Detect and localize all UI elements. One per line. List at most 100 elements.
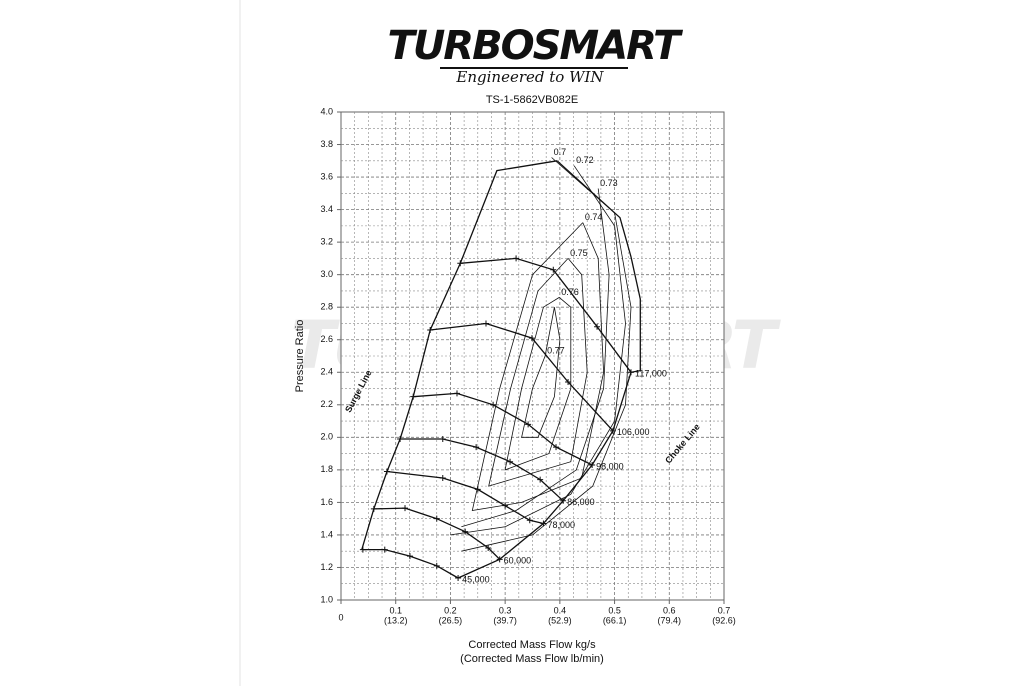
speed-point xyxy=(627,369,634,376)
speed-label: 106,000 xyxy=(617,427,650,437)
speed-point xyxy=(502,502,509,509)
y-tick-label: 3.8 xyxy=(320,139,333,149)
speed-point xyxy=(359,546,366,553)
x-tick-label: 0.2 xyxy=(444,605,457,615)
speed-label: 45,000 xyxy=(462,574,490,584)
y-tick-label: 2.4 xyxy=(320,367,333,377)
speed-line xyxy=(413,392,593,466)
speed-label: 86,000 xyxy=(567,497,595,507)
x-tick-sublabel: (79.4) xyxy=(658,615,682,625)
speed-point xyxy=(453,390,460,397)
speed-point xyxy=(473,444,480,451)
y-tick-label: 3.2 xyxy=(320,237,333,247)
speed-point xyxy=(609,427,616,434)
speed-point xyxy=(560,497,567,504)
x-tick-label: 0 xyxy=(338,612,343,622)
x-tick-label: 0.6 xyxy=(663,605,676,615)
y-tick-label: 3.6 xyxy=(320,171,333,181)
speed-point xyxy=(507,458,514,465)
efficiency-label: 0.73 xyxy=(600,178,618,188)
x-tick-label: 0.7 xyxy=(718,605,731,615)
y-tick-label: 3.0 xyxy=(320,269,333,279)
x-tick-sublabel: (13.2) xyxy=(384,615,408,625)
y-tick-label: 1.6 xyxy=(320,497,333,507)
brand-logo: TURBOSMART xyxy=(388,23,684,69)
efficiency-label: 0.7 xyxy=(554,147,567,157)
y-tick-label: 1.4 xyxy=(320,529,333,539)
x-tick-sublabel: (26.5) xyxy=(439,615,463,625)
speed-label: 117,000 xyxy=(635,369,667,379)
y-tick-label: 1.8 xyxy=(320,464,333,474)
speed-point xyxy=(439,475,446,481)
efficiency-label: 0.75 xyxy=(570,248,588,258)
y-tick-label: 1.0 xyxy=(320,594,333,604)
efficiency-contour xyxy=(521,307,561,438)
efficiency-contour xyxy=(461,188,610,528)
speed-label: 98,000 xyxy=(596,461,624,471)
x-axis-label: Corrected Mass Flow kg/s xyxy=(468,639,596,651)
speed-line xyxy=(400,438,564,502)
x-tick-sublabel: (92.6) xyxy=(712,615,736,625)
speed-line xyxy=(373,507,501,560)
x-tick-sublabel: (39.7) xyxy=(493,615,517,625)
efficiency-contour xyxy=(471,222,605,511)
x-tick-label: 0.1 xyxy=(389,605,402,615)
speed-point xyxy=(402,505,409,512)
y-tick-label: 2.2 xyxy=(320,399,333,409)
efficiency-label: 0.74 xyxy=(585,212,603,222)
speed-point xyxy=(528,335,535,342)
chart-title: TS-1-5862VB082E xyxy=(486,94,578,106)
y-tick-label: 3.4 xyxy=(320,204,333,214)
speed-point xyxy=(433,562,440,569)
speed-point xyxy=(485,544,492,551)
y-tick-label: 2.0 xyxy=(320,432,333,442)
efficiency-contour xyxy=(450,165,626,536)
speed-point xyxy=(513,255,520,262)
x-tick-label: 0.4 xyxy=(554,605,567,615)
speed-point xyxy=(439,435,446,442)
speed-point xyxy=(482,320,489,327)
speed-point xyxy=(462,528,469,535)
y-tick-label: 4.0 xyxy=(320,106,333,116)
y-tick-label: 2.6 xyxy=(320,334,333,344)
brand-tagline: Engineered to WIN xyxy=(455,68,604,86)
speed-point xyxy=(381,546,388,553)
speed-point xyxy=(370,505,377,512)
speed-point xyxy=(526,517,533,524)
speed-point xyxy=(565,379,572,386)
x-tick-sublabel: (52.9) xyxy=(548,615,572,625)
efficiency-label: 0.77 xyxy=(547,345,565,355)
speed-point xyxy=(427,326,434,333)
efficiency-contour xyxy=(504,297,572,471)
speed-point xyxy=(433,515,440,522)
speed-point xyxy=(410,393,417,400)
y-tick-label: 2.8 xyxy=(320,302,333,312)
speed-point xyxy=(474,486,481,493)
speed-point xyxy=(496,556,503,563)
x-tick-label: 0.5 xyxy=(608,605,621,615)
speed-point xyxy=(406,553,413,560)
speed-point xyxy=(537,476,544,483)
y-axis-label: Pressure Ratio xyxy=(294,320,306,393)
speed-point xyxy=(594,323,601,330)
x-tick-label: 0.3 xyxy=(499,605,512,615)
speed-point xyxy=(550,266,557,273)
speed-point xyxy=(540,520,547,527)
speed-point xyxy=(589,461,596,468)
speed-line xyxy=(386,470,544,525)
speed-point xyxy=(490,401,497,408)
efficiency-label: 0.72 xyxy=(576,155,594,165)
x-tick-sublabel: (66.1) xyxy=(603,615,627,625)
y-tick-label: 1.2 xyxy=(320,562,333,572)
choke-line xyxy=(457,160,641,579)
speed-label: 60,000 xyxy=(504,556,532,566)
x-axis-label-secondary: (Corrected Mass Flow lb/min) xyxy=(460,653,604,665)
speed-point xyxy=(455,575,462,582)
speed-point xyxy=(457,260,464,267)
speed-point xyxy=(525,421,532,428)
speed-point xyxy=(383,468,390,475)
speed-point xyxy=(553,444,560,451)
speed-point xyxy=(397,435,404,442)
